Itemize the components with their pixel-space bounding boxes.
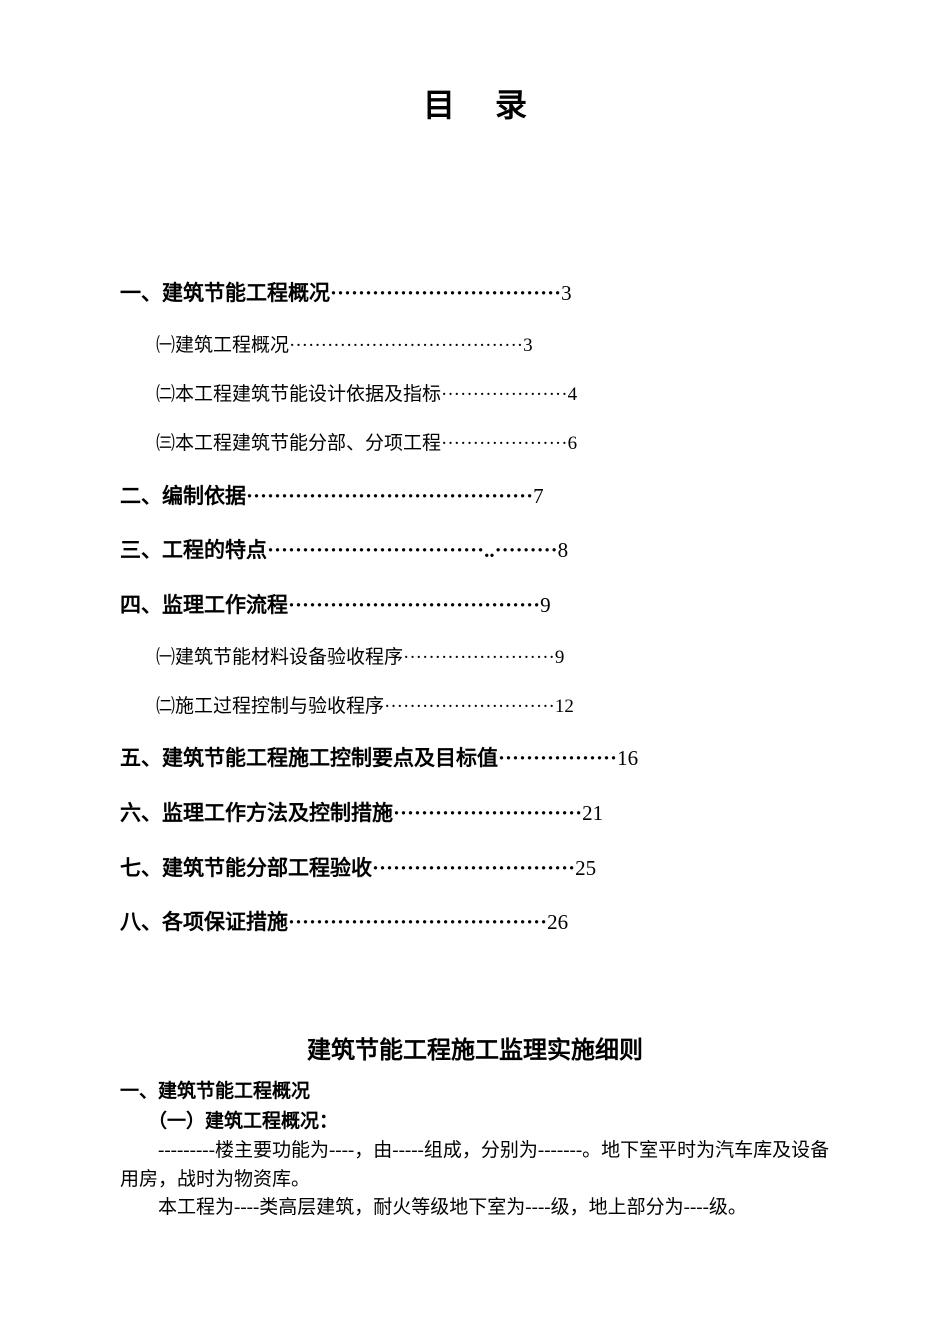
toc-subitem: ㈡施工过程控制与验收程序···························1… (120, 682, 830, 731)
page-title: 目录 (120, 80, 830, 126)
toc-label: 六、监理工作方法及控制措施 (120, 801, 393, 825)
toc-dots: ································· (330, 281, 561, 305)
toc-item: 五、建筑节能工程施工控制要点及目标值·················16 (120, 731, 830, 786)
toc-page: 7 (533, 484, 544, 508)
toc-page: 9 (555, 647, 565, 668)
toc-page: 3 (523, 335, 533, 356)
toc-page: 12 (555, 696, 574, 717)
toc-label: ㈢本工程建筑节能分部、分项工程 (156, 433, 441, 454)
toc-subitem: ㈡本工程建筑节能设计依据及指标····················4 (120, 370, 830, 419)
toc-item: 四、监理工作流程································… (120, 578, 830, 633)
toc-dots: ····································· (289, 335, 523, 356)
toc-page: 6 (568, 433, 578, 454)
paragraph: ---------楼主要功能为----，由-----组成，分别为-------。… (120, 1137, 830, 1194)
toc-dots: ················· (498, 746, 617, 770)
document-title: 建筑节能工程施工监理实施细则 (120, 1030, 830, 1065)
toc-dots: ····································· (288, 910, 547, 934)
toc-page: 8 (558, 538, 569, 562)
toc-label: 一、建筑节能工程概况 (120, 281, 330, 305)
toc-dots: ··························· (393, 801, 582, 825)
toc-item: 三、工程的特点·······························..… (120, 523, 830, 578)
toc-label: 五、建筑节能工程施工控制要点及目标值 (120, 746, 498, 770)
toc-label: 四、监理工作流程 (120, 593, 288, 617)
toc-label: 二、编制依据 (120, 484, 246, 508)
paragraph: 本工程为----类高层建筑，耐火等级地下室为----级，地上部分为----级。 (120, 1194, 830, 1223)
toc-dots: ···································· (288, 593, 540, 617)
toc-page: 26 (547, 910, 568, 934)
toc-subitem: ㈠建筑节能材料设备验收程序························9 (120, 633, 830, 682)
toc-page: 4 (568, 384, 578, 405)
toc-page: 16 (617, 746, 638, 770)
toc-label: 八、各项保证措施 (120, 910, 288, 934)
toc-dots: ··························· (384, 696, 555, 717)
table-of-contents: 一、建筑节能工程概况······························… (120, 266, 830, 950)
toc-item: 一、建筑节能工程概况······························… (120, 266, 830, 321)
toc-item: 六、监理工作方法及控制措施···························… (120, 786, 830, 841)
toc-dots: ···················· (441, 384, 568, 405)
toc-label: 三、工程的特点 (120, 538, 267, 562)
toc-page: 25 (575, 856, 596, 880)
toc-subitem: ㈠建筑工程概况·································… (120, 321, 830, 370)
toc-dots: ···················· (441, 433, 568, 454)
section-heading-1-1: （一）建筑工程概况： (120, 1107, 830, 1137)
toc-item: 七、建筑节能分部工程验收····························… (120, 841, 830, 896)
toc-dots: ····························· (372, 856, 575, 880)
toc-label: ㈠建筑节能材料设备验收程序 (156, 647, 403, 668)
toc-dots: ········································… (246, 484, 533, 508)
section-heading-1: 一、建筑节能工程概况 (120, 1077, 830, 1107)
toc-page: 9 (540, 593, 551, 617)
toc-page: 3 (561, 281, 572, 305)
toc-subitem: ㈢本工程建筑节能分部、分项工程····················6 (120, 419, 830, 468)
toc-label: ㈡本工程建筑节能设计依据及指标 (156, 384, 441, 405)
toc-dots: ························ (403, 647, 555, 668)
toc-label: 七、建筑节能分部工程验收 (120, 856, 372, 880)
toc-label: ㈠建筑工程概况 (156, 335, 289, 356)
toc-dots: ·······························..·······… (267, 538, 558, 562)
toc-label: ㈡施工过程控制与验收程序 (156, 696, 384, 717)
toc-item: 二、编制依据··································… (120, 469, 830, 524)
toc-page: 21 (582, 801, 603, 825)
toc-item: 八、各项保证措施································… (120, 895, 830, 950)
